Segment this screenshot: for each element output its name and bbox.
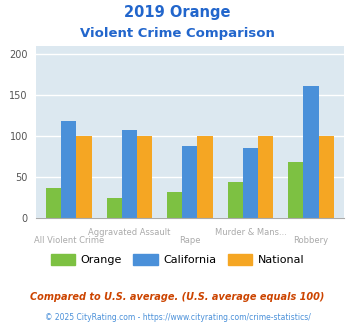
Text: 2019 Orange: 2019 Orange [124, 5, 231, 20]
Legend: Orange, California, National: Orange, California, National [47, 250, 308, 270]
Text: All Violent Crime: All Violent Crime [34, 236, 104, 245]
Bar [122, 130, 137, 218]
Bar [288, 162, 304, 218]
Text: © 2025 CityRating.com - https://www.cityrating.com/crime-statistics/: © 2025 CityRating.com - https://www.city… [45, 313, 310, 322]
Bar [319, 136, 334, 218]
Bar [61, 121, 76, 218]
Bar [167, 192, 182, 218]
Bar [243, 148, 258, 218]
Text: Compared to U.S. average. (U.S. average equals 100): Compared to U.S. average. (U.S. average … [30, 292, 325, 302]
Bar [304, 86, 319, 218]
Bar [197, 136, 213, 218]
Bar [137, 136, 152, 218]
Bar [46, 188, 61, 218]
Text: Violent Crime Comparison: Violent Crime Comparison [80, 27, 275, 40]
Bar [106, 198, 122, 218]
Text: Robbery: Robbery [294, 236, 329, 245]
Text: Aggravated Assault: Aggravated Assault [88, 228, 170, 237]
Bar [182, 146, 197, 218]
Bar [228, 182, 243, 218]
Bar [258, 136, 273, 218]
Text: Rape: Rape [179, 236, 201, 245]
Bar [76, 136, 92, 218]
Text: Murder & Mans...: Murder & Mans... [214, 228, 286, 237]
